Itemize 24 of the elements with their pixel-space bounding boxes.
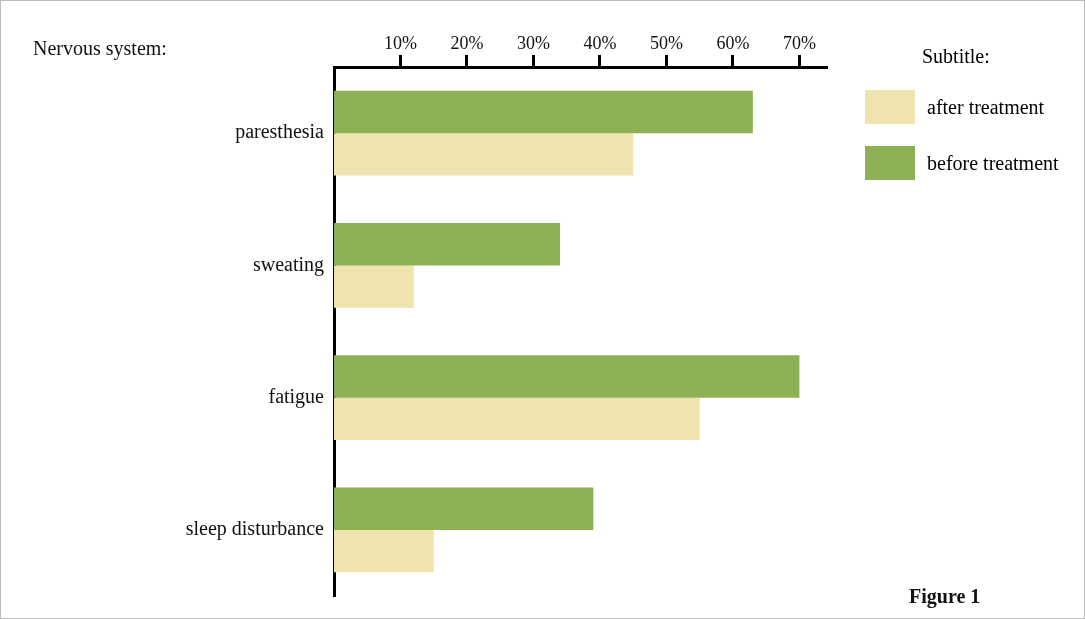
bar bbox=[334, 487, 594, 530]
bar bbox=[334, 223, 561, 266]
x-tick-label: 20% bbox=[450, 32, 484, 53]
x-tick-label: 50% bbox=[649, 32, 683, 53]
legend-title: Subtitle: bbox=[922, 45, 991, 68]
bar bbox=[334, 265, 414, 308]
bar bbox=[334, 397, 700, 440]
caption: Figure 1 bbox=[909, 585, 981, 608]
x-tick-label: 70% bbox=[782, 32, 816, 53]
bar bbox=[334, 133, 634, 176]
y-tick-label: sleep disturbance bbox=[185, 517, 325, 541]
y-tick-label: paresthesia bbox=[235, 120, 325, 144]
x-tick-label: 40% bbox=[583, 32, 617, 53]
x-tick-label: 30% bbox=[516, 32, 550, 53]
y-axis-title: Nervous system: bbox=[33, 37, 167, 60]
bar bbox=[334, 529, 434, 573]
y-tick-label: fatigue bbox=[268, 384, 325, 408]
x-tick-label: 60% bbox=[716, 32, 750, 53]
bar bbox=[334, 355, 800, 398]
y-tick-label: sweating bbox=[252, 252, 324, 276]
bar bbox=[334, 90, 753, 134]
legend-label: after treatment bbox=[927, 95, 1045, 119]
legend-label: before treatment bbox=[927, 151, 1059, 175]
x-tick-label: 10% bbox=[383, 32, 417, 53]
